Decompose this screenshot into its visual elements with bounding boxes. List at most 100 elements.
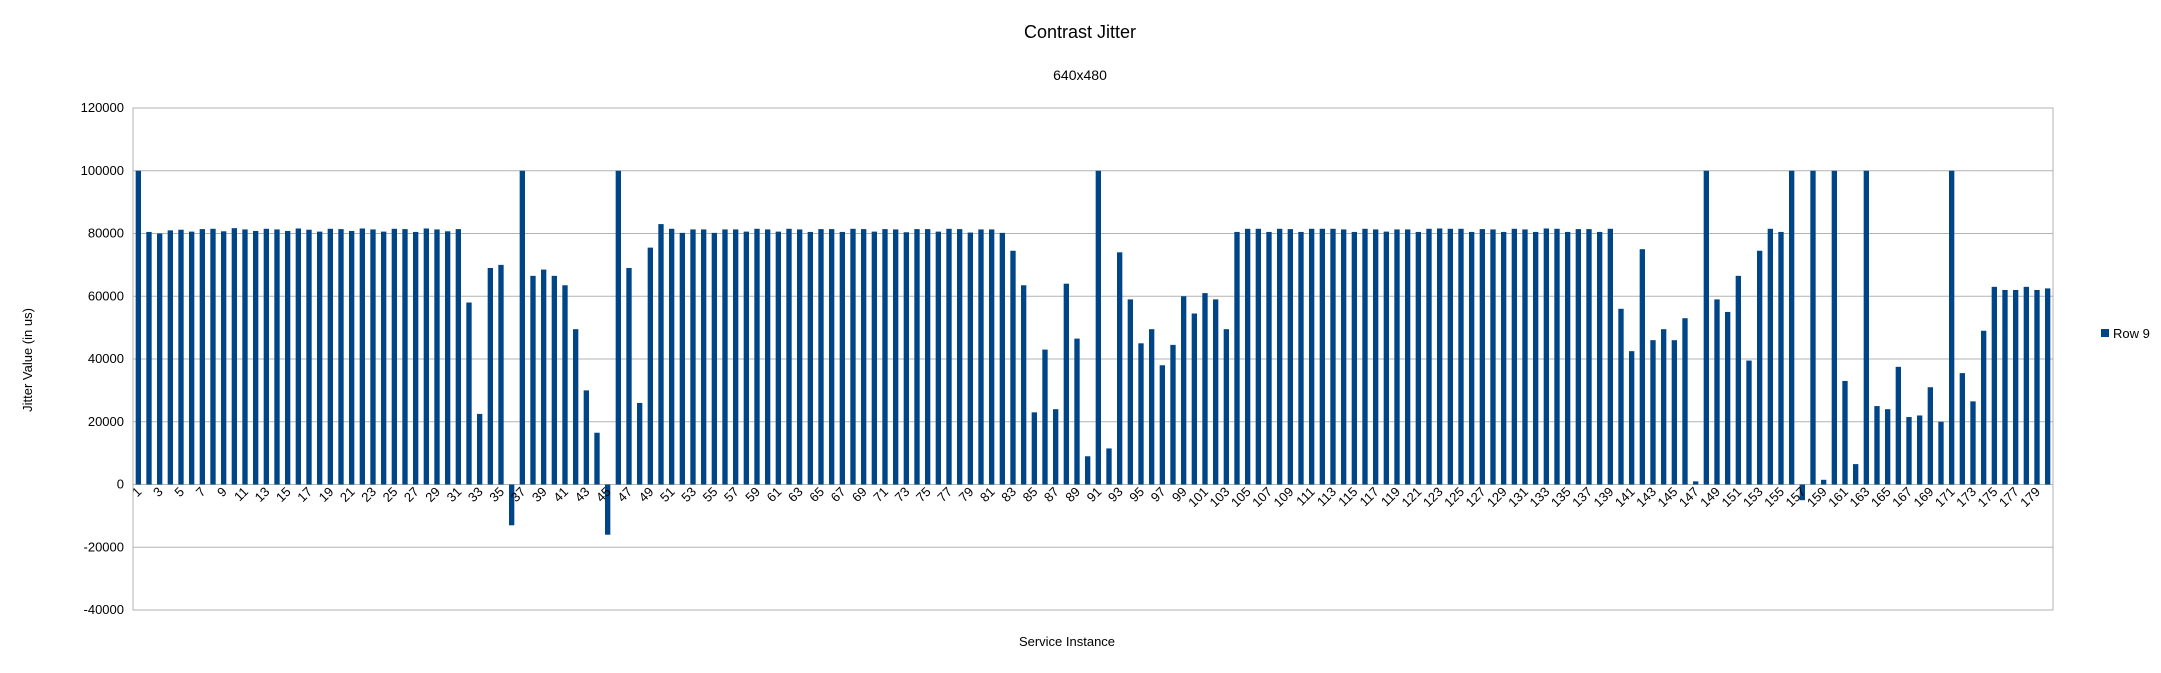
bar-13 (263, 228, 269, 485)
x-tick-label: 63 (785, 484, 806, 505)
bar-32 (466, 302, 472, 485)
bar-97 (1159, 365, 1165, 485)
bar-180 (2045, 288, 2051, 485)
x-tick-label: 21 (337, 484, 358, 505)
bar-176 (2002, 289, 2008, 485)
x-tick-label: 81 (977, 484, 998, 505)
bar-6 (189, 231, 195, 485)
bar-103 (1223, 329, 1229, 485)
bar-129 (1501, 231, 1507, 485)
bar-121 (1415, 231, 1421, 485)
bar-64 (807, 231, 813, 485)
bar-124 (1447, 228, 1453, 485)
x-tick-label: 141 (1612, 484, 1638, 510)
x-tick-label: 7 (193, 484, 209, 500)
bar-175 (1991, 286, 1997, 485)
bar-119 (1394, 229, 1400, 485)
bar-107 (1266, 231, 1272, 485)
x-tick-label: 77 (934, 484, 955, 505)
bar-148 (1703, 170, 1709, 485)
bar-43 (583, 390, 589, 485)
bar-56 (722, 229, 728, 485)
bar-136 (1575, 229, 1581, 485)
x-axis-ticks: 1 3 5 7 9 11 13 15 17 19 21 23 25 27 29 31 33 35 37 39 41 43 4… (129, 484, 2043, 510)
bar-62 (786, 228, 792, 485)
x-tick-label: 163 (1847, 484, 1873, 510)
bar-44 (594, 432, 600, 485)
bar-2 (146, 231, 152, 485)
bar-35 (498, 264, 504, 485)
bar-102 (1213, 299, 1219, 485)
bar-74 (914, 229, 920, 485)
bar-167 (1906, 417, 1912, 485)
x-tick-label: 145 (1655, 484, 1681, 510)
bar-67 (839, 231, 845, 485)
x-tick-label: 13 (252, 484, 273, 505)
x-tick-label: 29 (422, 484, 443, 505)
bar-135 (1565, 231, 1571, 485)
x-axis-label: Service Instance (1019, 634, 1115, 649)
x-tick-label: 105 (1228, 484, 1254, 510)
x-tick-label: 31 (444, 484, 465, 505)
bar-172 (1959, 373, 1965, 485)
y-tick-label: 100000 (81, 163, 124, 178)
bars (135, 170, 2051, 535)
bar-61 (775, 231, 781, 485)
x-tick-label: 27 (401, 484, 422, 505)
bar-24 (381, 231, 387, 485)
bar-147 (1693, 481, 1699, 485)
bar-154 (1767, 228, 1773, 485)
bar-140 (1618, 308, 1624, 485)
bar-160 (1831, 170, 1837, 485)
bar-168 (1917, 415, 1923, 485)
x-tick-label: 113 (1314, 484, 1339, 509)
legend-label: Row 9 (2113, 326, 2150, 341)
x-tick-label: 119 (1378, 484, 1403, 509)
x-tick-label: 91 (1084, 484, 1105, 505)
bar-110 (1298, 231, 1304, 485)
bar-25 (391, 228, 397, 485)
x-tick-label: 53 (678, 484, 699, 505)
x-tick-label: 159 (1804, 484, 1830, 510)
bar-85 (1031, 412, 1037, 485)
x-tick-label: 123 (1420, 484, 1446, 510)
bar-95 (1138, 343, 1144, 485)
x-tick-label: 169 (1911, 484, 1937, 510)
x-tick-label: 83 (998, 484, 1019, 505)
bar-134 (1554, 228, 1560, 485)
x-tick-label: 57 (721, 484, 742, 505)
bar-37 (519, 170, 525, 485)
x-tick-label: 67 (828, 484, 849, 505)
bar-178 (2023, 286, 2029, 485)
bar-18 (317, 231, 323, 485)
x-tick-label: 133 (1527, 484, 1553, 510)
bar-63 (797, 229, 803, 485)
x-tick-label: 109 (1271, 484, 1297, 510)
bar-131 (1522, 229, 1528, 485)
bar-19 (327, 228, 333, 485)
x-tick-label: 33 (465, 484, 486, 505)
bar-90 (1085, 456, 1091, 485)
x-tick-label: 177 (1996, 484, 2022, 510)
bar-22 (359, 228, 365, 485)
bar-98 (1170, 344, 1176, 485)
bar-165 (1885, 409, 1891, 485)
y-tick-label: 40000 (88, 351, 124, 366)
y-axis-ticks: 120000 100000 80000 60000 40000 20000 0 -20000 -… (81, 100, 124, 617)
x-tick-label: 43 (572, 484, 593, 505)
y-axis-label: Jitter Value (in us) (20, 308, 35, 412)
x-tick-label: 167 (1889, 484, 1915, 510)
x-tick-label: 79 (956, 484, 977, 505)
bar-4 (167, 230, 173, 485)
bar-137 (1586, 229, 1592, 485)
bar-132 (1533, 231, 1539, 485)
bar-83 (1010, 250, 1016, 485)
x-tick-label: 139 (1591, 484, 1617, 510)
x-tick-label: 51 (657, 484, 678, 505)
bar-120 (1405, 229, 1411, 485)
bar-101 (1202, 293, 1208, 485)
bar-49 (647, 247, 653, 485)
bar-112 (1319, 228, 1325, 485)
